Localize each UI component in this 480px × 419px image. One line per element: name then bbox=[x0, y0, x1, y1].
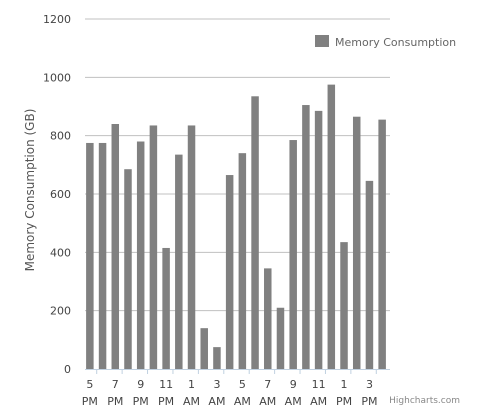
credits-link[interactable]: Highcharts.com bbox=[389, 396, 460, 406]
bar-8-pm[interactable] bbox=[124, 169, 132, 369]
y-tick-label: 0 bbox=[64, 363, 71, 376]
bar-10-am[interactable] bbox=[302, 105, 310, 370]
bar-4-pm[interactable] bbox=[378, 119, 386, 369]
bar-5-am[interactable] bbox=[238, 153, 247, 369]
x-tick-label-period: AM bbox=[183, 395, 200, 408]
gridlines bbox=[85, 18, 390, 312]
x-tick-label-hour: 9 bbox=[137, 378, 144, 391]
y-tick-label: 200 bbox=[50, 305, 71, 318]
bar-4-am[interactable] bbox=[225, 175, 234, 369]
bar-8-am[interactable] bbox=[276, 307, 285, 369]
y-tick-label: 800 bbox=[50, 130, 71, 143]
x-tick-label-hour: 3 bbox=[213, 378, 220, 391]
x-tick-label-hour: 5 bbox=[86, 378, 93, 391]
x-tick-label-hour: 11 bbox=[159, 378, 173, 391]
x-tick-label-hour: 1 bbox=[341, 378, 348, 391]
y-axis-label: Memory Consumption (GB) bbox=[23, 109, 37, 272]
bar-3-am[interactable] bbox=[213, 347, 221, 369]
bar-1-am[interactable] bbox=[187, 125, 196, 369]
legend-swatch bbox=[315, 35, 329, 47]
x-tick-label-period: PM bbox=[107, 395, 123, 408]
x-tick-label-hour: 1 bbox=[188, 378, 195, 391]
bar-2-pm[interactable] bbox=[352, 116, 361, 369]
bar-9-am[interactable] bbox=[289, 140, 297, 369]
x-tick-label-period: PM bbox=[158, 395, 174, 408]
x-tick-label-period: AM bbox=[234, 395, 251, 408]
x-tick-label-hour: 5 bbox=[239, 378, 246, 391]
bar-11-pm[interactable] bbox=[162, 247, 170, 369]
x-tick-label-hour: 3 bbox=[366, 378, 373, 391]
bar-2-am[interactable] bbox=[200, 328, 208, 369]
x-tick-label-period: PM bbox=[361, 395, 377, 408]
bar-6-pm[interactable] bbox=[98, 142, 107, 369]
bar-5-pm[interactable] bbox=[86, 142, 94, 369]
y-tick-label: 1000 bbox=[43, 71, 71, 84]
legend[interactable]: Memory Consumption bbox=[315, 35, 456, 49]
x-tick-label-period: PM bbox=[133, 395, 149, 408]
bar-9-pm[interactable] bbox=[136, 141, 145, 370]
x-tick-label-hour: 9 bbox=[290, 378, 297, 391]
x-tick-label-period: AM bbox=[310, 395, 327, 408]
y-tick-label: 1200 bbox=[43, 13, 71, 26]
bar-3-pm[interactable] bbox=[365, 180, 374, 369]
x-tick-label-period: PM bbox=[336, 395, 352, 408]
x-tick-label-hour: 7 bbox=[264, 378, 271, 391]
bar-10-pm[interactable] bbox=[149, 125, 158, 369]
x-tick-label-period: AM bbox=[208, 395, 225, 408]
bar-11-am[interactable] bbox=[314, 110, 323, 369]
x-tick-label-period: AM bbox=[285, 395, 302, 408]
legend-label: Memory Consumption bbox=[335, 36, 456, 49]
bars bbox=[86, 84, 386, 370]
x-tick-label-hour: 11 bbox=[312, 378, 326, 391]
bar-12-pm[interactable] bbox=[327, 84, 336, 369]
bar-12-am[interactable] bbox=[175, 154, 183, 369]
x-axis-ticks: 5 PM 7 PM 9 PM 11 PM 1 AM 3 AM 5 AM 7 AM 9 AM 11 AM 1 PM 3 PM bbox=[82, 369, 378, 408]
bar-7-am[interactable] bbox=[264, 268, 272, 369]
x-tick-label-period: AM bbox=[259, 395, 276, 408]
y-tick-label: 600 bbox=[50, 188, 71, 201]
y-tick-label: 400 bbox=[50, 246, 71, 259]
bar-6-am[interactable] bbox=[251, 96, 259, 370]
bar-7-pm[interactable] bbox=[111, 124, 120, 369]
bar-1-pm[interactable] bbox=[340, 242, 348, 369]
x-tick-label-hour: 7 bbox=[112, 378, 119, 391]
y-axis-ticks: 0 200 400 600 800 1000 1200 bbox=[43, 13, 71, 376]
x-tick-label-period: PM bbox=[82, 395, 98, 408]
